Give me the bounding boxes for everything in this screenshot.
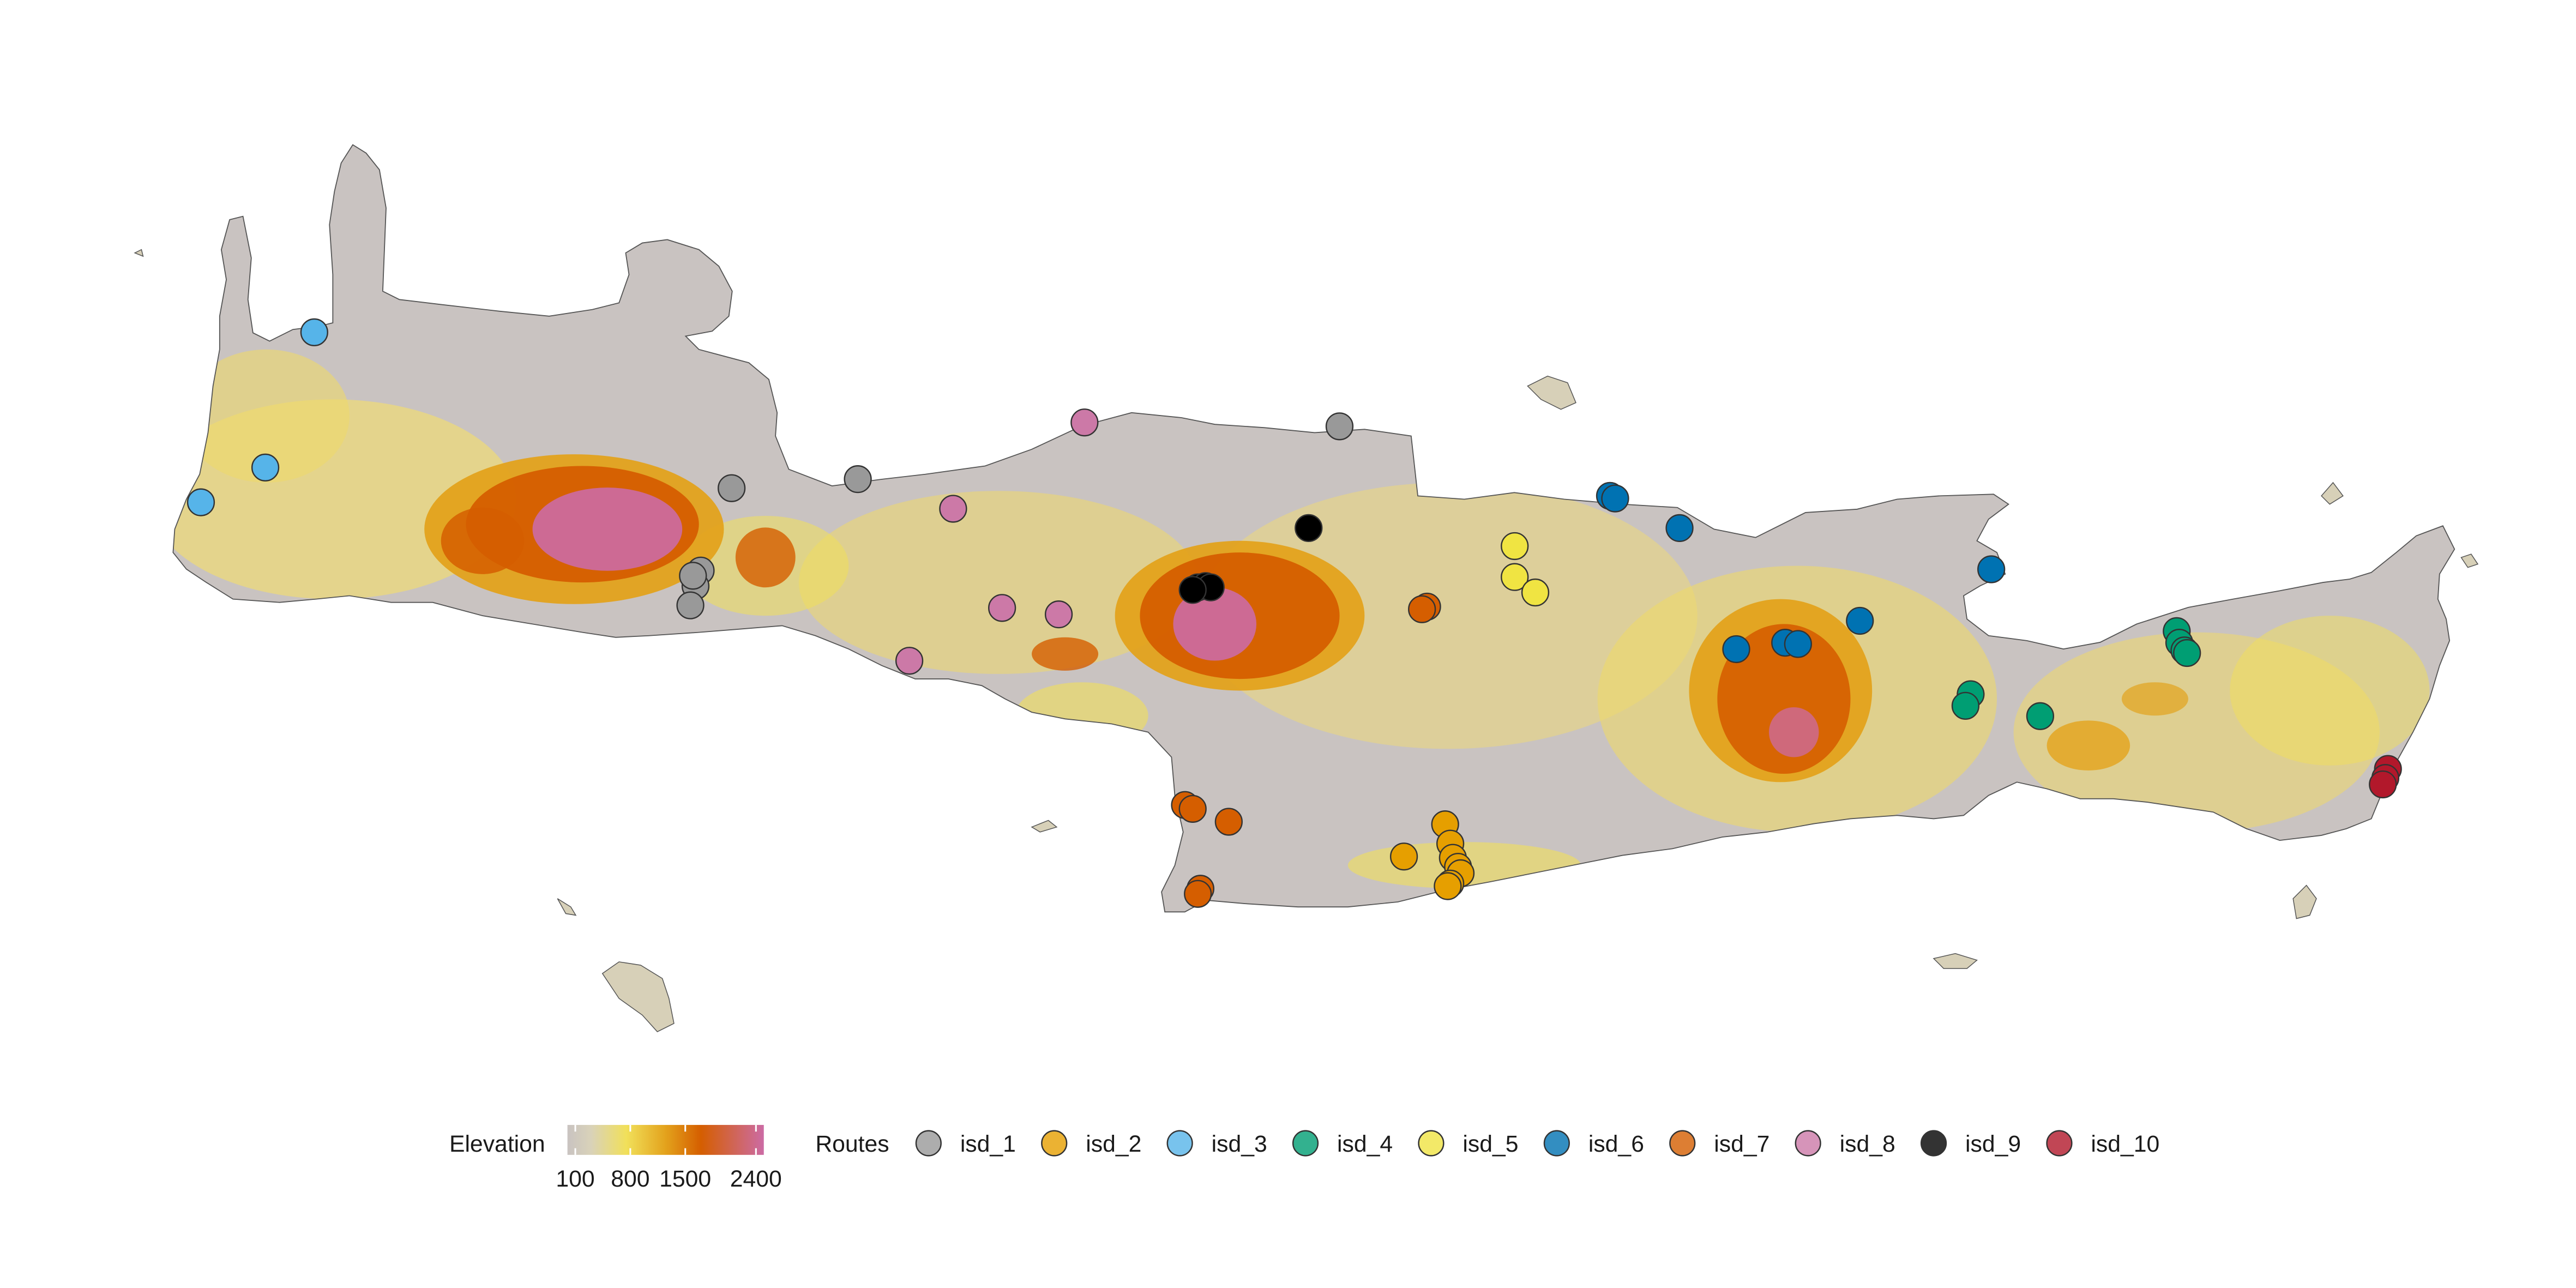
legend-key-isd-1 [915, 1130, 942, 1157]
legend-label: isd_5 [1462, 1131, 1518, 1157]
route-point [1178, 795, 1207, 823]
routes-legend-title: Routes [815, 1131, 889, 1157]
route-point [717, 474, 746, 502]
route-points [186, 318, 2402, 908]
elevation-colorbar [567, 1124, 764, 1155]
route-point [1070, 408, 1099, 437]
islets [134, 249, 2479, 1032]
legend-key-isd-3 [1166, 1130, 1193, 1157]
route-point [1951, 691, 1980, 720]
route-point [2173, 639, 2201, 667]
legend-key-isd-2 [1041, 1130, 1068, 1157]
route-isd-8-points [895, 408, 1099, 675]
route-point [1977, 555, 2006, 583]
elevation-ticks: 100 800 1500 2400 [556, 1124, 782, 1192]
legend-label: isd_1 [960, 1131, 1016, 1157]
route-point [1501, 532, 1529, 561]
elevation-tick-label: 1500 [659, 1166, 711, 1192]
route-point [1178, 576, 1207, 604]
legend-key-isd-7 [1669, 1130, 1696, 1157]
legend-key-isd-10 [2046, 1130, 2073, 1157]
elevation-tick-label: 800 [611, 1166, 649, 1192]
route-point [679, 562, 707, 590]
route-isd-6-points [1596, 482, 2006, 664]
legend-key-isd-5 [1418, 1130, 1445, 1157]
route-point [2026, 702, 2055, 730]
route-point [1408, 595, 1436, 623]
route-point [1389, 842, 1418, 871]
route-isd-3-points [186, 318, 328, 516]
legend-key-isd-9 [1920, 1130, 1947, 1157]
route-point [1846, 606, 1874, 635]
route-point [1434, 872, 1462, 900]
legend-key-isd-6 [1543, 1130, 1570, 1157]
route-isd-10-points [2369, 755, 2402, 799]
elevation-tick-label: 2400 [730, 1166, 782, 1192]
legend-key-isd-8 [1795, 1130, 1821, 1157]
route-point [1665, 514, 1694, 543]
legend-label: isd_9 [1965, 1131, 2021, 1157]
route-point [300, 318, 328, 347]
elevation-tick-label: 100 [556, 1166, 594, 1192]
route-point [895, 647, 924, 675]
legend-label: isd_4 [1337, 1131, 1393, 1157]
legend-label: isd_7 [1714, 1131, 1770, 1157]
route-point [1184, 880, 1212, 908]
legend-label: isd_2 [1086, 1131, 1141, 1157]
legend-label: isd_3 [1212, 1131, 1267, 1157]
legend-label: isd_10 [2091, 1131, 2159, 1157]
legend-label: isd_6 [1588, 1131, 1644, 1157]
route-point [251, 453, 280, 482]
legend: Elevation 100 800 1500 2400 Routes isd_1 isd… [449, 1124, 2159, 1192]
route-point [1501, 563, 1529, 591]
route-isd-2-points [1389, 810, 1475, 900]
routes-legend-keys: isd_1 isd_2 isd_3 isd_4 isd_5 isd_6 isd_7 isd_8… [915, 1130, 2159, 1157]
route-point [1325, 412, 1354, 441]
route-point [988, 594, 1016, 622]
route-point [2369, 770, 2397, 799]
route-point [939, 495, 967, 523]
route-isd-5-points [1501, 532, 1550, 607]
route-point [1601, 484, 1629, 513]
route-isd-1-points [676, 412, 1354, 619]
route-point [1722, 635, 1750, 664]
route-point [844, 465, 872, 493]
legend-key-isd-4 [1292, 1130, 1319, 1157]
route-isd-7-points [1171, 592, 1441, 908]
route-point [1784, 630, 1812, 658]
route-point [1295, 514, 1323, 543]
route-point [1521, 578, 1550, 607]
route-isd-9-points [1178, 514, 1323, 604]
route-point [1044, 600, 1073, 629]
route-point [1214, 808, 1243, 836]
route-point [676, 591, 705, 619]
elevation-legend-title: Elevation [449, 1131, 545, 1157]
legend-label: isd_8 [1840, 1131, 1895, 1157]
route-isd-4-points [1951, 617, 2201, 730]
route-point [186, 488, 215, 516]
